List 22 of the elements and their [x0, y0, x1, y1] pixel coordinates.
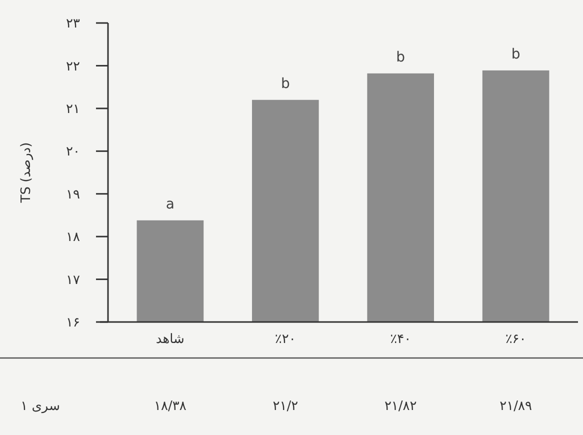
- y-tick-label: ۱۸: [66, 230, 80, 246]
- data-label: ۲۱/۸۲: [384, 399, 417, 414]
- data-label: ۲۱/۸۹: [500, 399, 532, 414]
- x-tick-label: ٪۶۰: [505, 332, 526, 347]
- annotation: a: [166, 196, 175, 212]
- y-tick-label: ۲۳: [66, 16, 80, 32]
- annotation: b: [280, 76, 290, 92]
- x-tick-label: ٪۲۰: [274, 332, 296, 347]
- y-tick-label: ۲۲: [66, 59, 80, 74]
- y-tick-label: ۱۶: [66, 316, 80, 331]
- y-tick-label: ۲۱: [66, 102, 80, 117]
- y-axis-title: TS (درصد): [19, 142, 34, 204]
- y-tick-label: ۱۷: [66, 272, 80, 288]
- x-tick-label: ٪۴۰: [390, 332, 412, 347]
- text: سری ۱: [20, 399, 60, 414]
- x-tick-label: شاهد: [156, 332, 184, 347]
- data-label: ۲۱/۲: [272, 399, 298, 414]
- y-tick-label: ۲۰: [66, 144, 80, 160]
- annotation: b: [511, 46, 520, 62]
- annotation: b: [396, 49, 406, 66]
- y-tick-label: ۱۹: [66, 187, 80, 202]
- data-label: ۱۸/۳۸: [154, 399, 186, 414]
